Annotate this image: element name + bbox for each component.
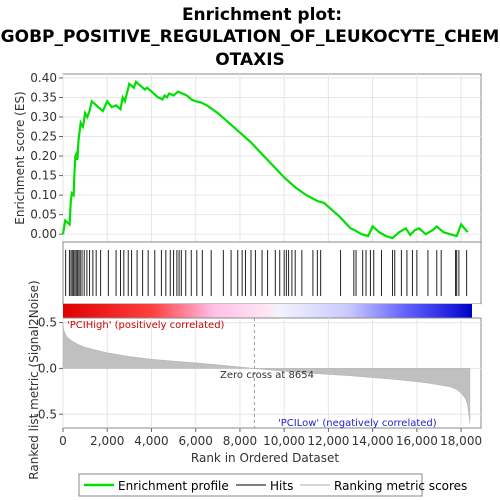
metric-y-axis-label: Ranked list metric (Signal2Noise)	[27, 280, 41, 479]
es-y-tick-label: 0.20	[30, 149, 57, 163]
zero-cross-label: Zero cross at 8654	[220, 370, 314, 381]
metric-x-tick-label: 2,000	[90, 434, 124, 448]
chart-title-line-3: OTAXIS	[215, 50, 285, 70]
es-plot-frame	[62, 73, 482, 243]
chart-title-line-1: Enrichment plot:	[182, 5, 342, 25]
metric-y-tick-label: -0.5	[34, 407, 57, 421]
es-y-tick-label: 0.25	[30, 130, 57, 144]
metric-panel: -0.5 0.0 0.5 0 2,000 4,000 6,000 8,000 10,000 12…	[34, 316, 483, 448]
hits-panel	[62, 241, 482, 305]
hits-frame	[62, 241, 482, 305]
legend-label-hits: Hits	[270, 479, 293, 493]
es-y-tick-label: 0.35	[30, 90, 57, 104]
legend-label-metric: Ranking metric scores	[334, 479, 467, 493]
metric-x-tick-label: 14,000	[352, 434, 394, 448]
es-panel: 0.00 0.05 0.10 0.15 0.20 0.25 0.30 0.35 0.40	[30, 71, 482, 243]
heat-bar-gap	[472, 304, 481, 318]
es-y-tick-label: 0.15	[30, 169, 57, 183]
es-y-axis-label: Enrichment score (ES)	[13, 91, 27, 224]
ranking-heat-bar	[63, 304, 472, 318]
ranking-metric-area	[62, 322, 471, 424]
es-y-tick-label: 0.40	[30, 71, 57, 85]
es-y-tick-label: 0.05	[30, 208, 57, 222]
chart-title-line-2: GOBP_POSITIVE_REGULATION_OF_LEUKOCYTE_CH…	[1, 27, 500, 47]
metric-x-tick-label: 18,000	[440, 434, 482, 448]
es-y-tick-label: 0.30	[30, 110, 57, 124]
metric-x-tick-label: 10,000	[263, 434, 305, 448]
es-y-tick-label: 0.10	[30, 188, 57, 202]
metric-y-tick-label: 0.5	[38, 316, 57, 330]
metric-x-tick-label: 8,000	[223, 434, 257, 448]
legend-label-enrichment: Enrichment profile	[118, 479, 229, 493]
enrichment-profile-line	[61, 79, 469, 240]
metric-x-tick-label: 6,000	[179, 434, 213, 448]
pos-correlated-label: 'PCIHigh' (positively correlated)	[67, 320, 225, 331]
legend: Enrichment profile Hits Ranking metric s…	[78, 473, 467, 497]
metric-x-tick-label: 4,000	[134, 434, 168, 448]
metric-x-tick-label: 16,000	[396, 434, 438, 448]
metric-x-axis-label: Rank in Ordered Dataset	[191, 451, 339, 465]
es-y-tick-label: 0.00	[30, 227, 57, 241]
neg-correlated-label: 'PCILow' (negatively correlated)	[278, 418, 437, 429]
metric-y-tick-label: 0.0	[38, 361, 57, 375]
metric-x-tick-label: 12,000	[307, 434, 349, 448]
metric-x-tick-label: 0	[59, 434, 67, 448]
